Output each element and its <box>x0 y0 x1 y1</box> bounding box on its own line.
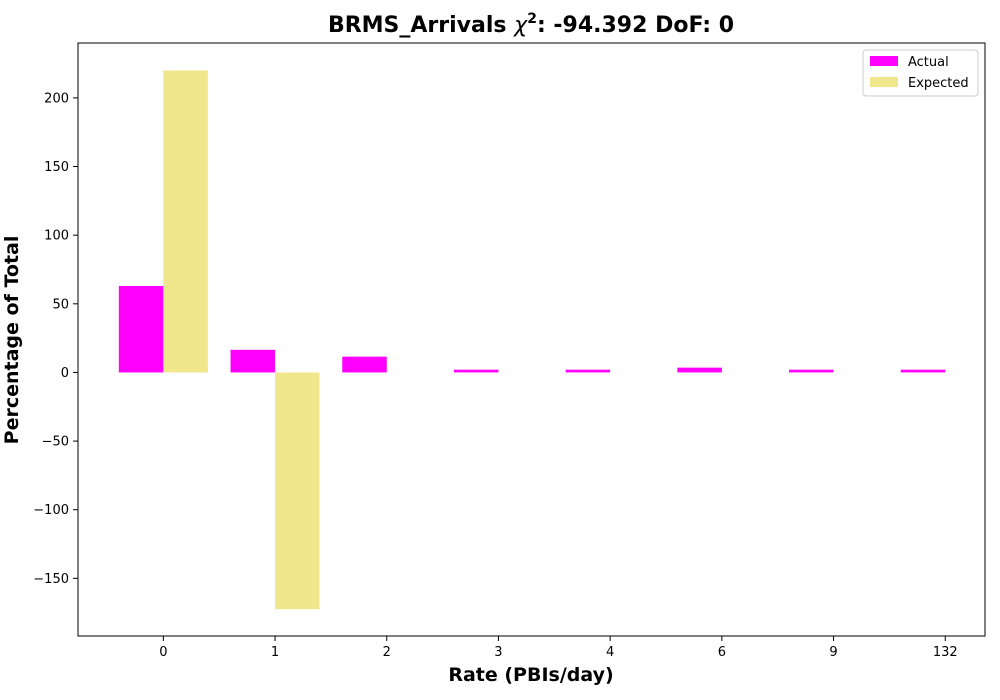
chart-title-chi: χ <box>513 13 528 38</box>
y-tick-label: −100 <box>33 503 69 518</box>
y-tick-label: 200 <box>44 91 69 106</box>
y-tick-label: 0 <box>61 366 69 381</box>
chart-title-main: BRMS_Arrivals <box>328 13 514 38</box>
bar-actual-4 <box>565 369 611 373</box>
y-tick-label: −150 <box>33 572 69 587</box>
y-tick-label: 50 <box>52 297 69 312</box>
x-tick-label: 0 <box>159 645 167 660</box>
y-tick-label: 100 <box>44 229 69 244</box>
x-axis: 0 1 2 3 4 6 9 132 <box>159 636 958 660</box>
x-axis-title: Rate (PBIs/day) <box>448 664 613 686</box>
bar-actual-0 <box>118 285 164 373</box>
bar-actual-1 <box>230 349 276 373</box>
x-tick-label: 132 <box>933 645 958 660</box>
legend-swatch-actual <box>870 56 898 66</box>
bar-actual-6 <box>677 367 722 373</box>
y-tick-label: 150 <box>44 160 69 175</box>
y-tick-label: −50 <box>42 435 69 450</box>
y-axis: −150 −100 −50 0 50 100 150 200 <box>33 91 78 587</box>
x-tick-label: 4 <box>606 645 614 660</box>
bar-actual-9 <box>789 369 834 373</box>
plot-frame <box>77 42 986 637</box>
x-tick-label: 9 <box>829 645 837 660</box>
chart-title: BRMS_Arrivals χ2: -94.392 DoF: 0 <box>328 11 734 38</box>
chart-title-sup: 2 <box>527 11 537 27</box>
x-tick-label: 1 <box>271 645 279 660</box>
bars-group <box>118 70 946 610</box>
legend-label-expected: Expected <box>908 76 969 91</box>
legend: Actual Expected <box>862 49 979 97</box>
bar-expected-1 <box>275 372 320 610</box>
bar-actual-3 <box>453 369 499 373</box>
x-tick-label: 2 <box>383 645 391 660</box>
x-tick-label: 6 <box>718 645 726 660</box>
x-tick-label: 3 <box>494 645 502 660</box>
chart-title-rest: : -94.392 DoF: 0 <box>537 13 734 38</box>
bar-expected-0 <box>163 70 208 373</box>
bar-actual-132 <box>900 369 946 373</box>
legend-label-actual: Actual <box>908 55 949 70</box>
y-axis-title: Percentage of Total <box>1 236 23 445</box>
legend-swatch-expected <box>870 77 898 87</box>
bar-actual-2 <box>342 356 387 373</box>
